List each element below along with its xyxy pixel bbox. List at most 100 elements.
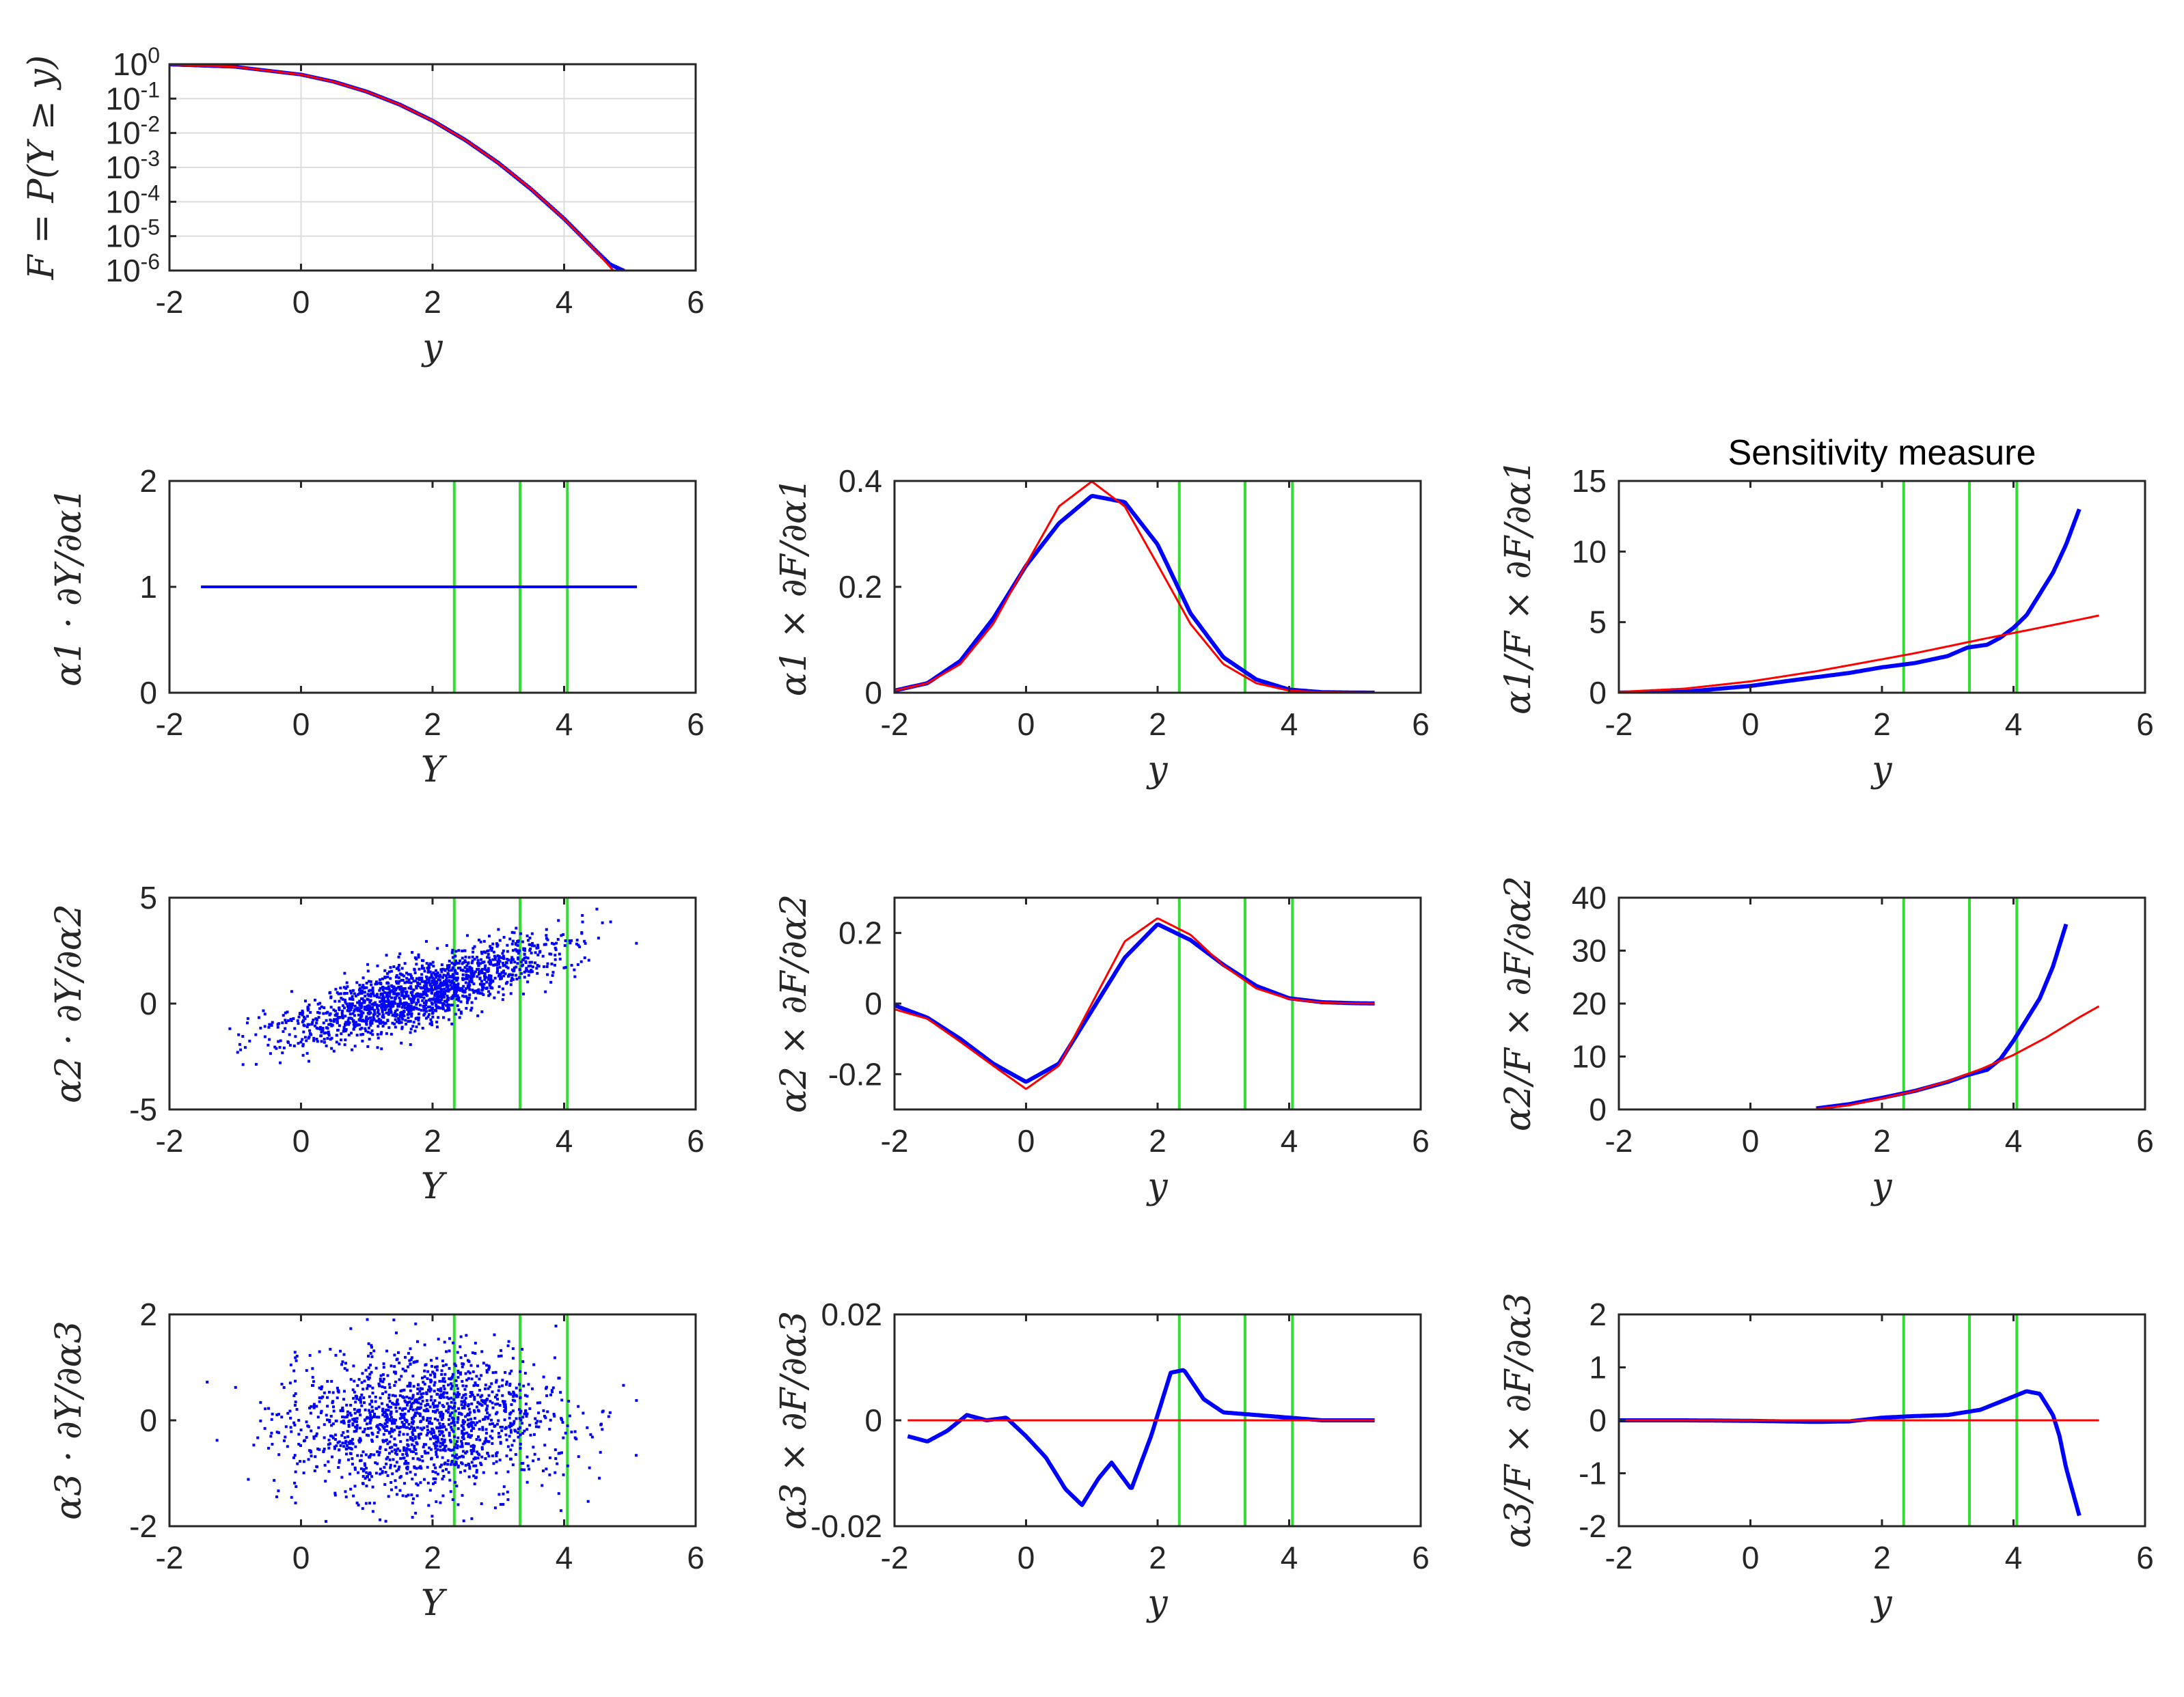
scatter-point: [472, 1449, 476, 1452]
scatter-point: [315, 1038, 318, 1041]
scatter-point: [423, 969, 426, 973]
scatter-point: [489, 945, 492, 948]
scatter-point: [415, 957, 418, 961]
scatter-point: [551, 974, 554, 977]
scatter-point: [433, 1463, 436, 1467]
y-tick-label: 10: [1572, 1039, 1607, 1075]
scatter-point: [339, 987, 342, 990]
scatter-point: [452, 994, 455, 997]
scatter-point: [407, 1422, 411, 1426]
scatter-point: [443, 991, 446, 994]
scatter-point: [453, 1362, 456, 1366]
scatter-point: [385, 1438, 388, 1441]
scatter-point: [535, 967, 538, 970]
scatter-point: [426, 1429, 430, 1432]
scatter-point: [259, 1401, 262, 1404]
scatter-point: [400, 1025, 404, 1029]
scatter-point: [333, 1493, 337, 1497]
scatter-point: [467, 1377, 470, 1380]
scatter-point: [510, 979, 513, 982]
scatter-point: [364, 1502, 368, 1505]
scatter-point: [457, 1008, 461, 1012]
scatter-point: [422, 980, 425, 983]
scatter-point: [336, 1012, 339, 1015]
scatter-point: [390, 1429, 394, 1433]
scatter-point: [281, 1051, 284, 1055]
scatter-point: [418, 1390, 422, 1393]
x-tick-label: -2: [1605, 1540, 1633, 1575]
scatter-point: [267, 1407, 270, 1410]
scatter-point: [448, 974, 451, 978]
scatter-point: [413, 1413, 416, 1417]
x-tick-label: 4: [556, 284, 573, 320]
scatter-point: [460, 1424, 463, 1427]
scatter-point: [556, 938, 560, 941]
scatter-point: [463, 1399, 466, 1403]
scatter-point: [452, 986, 456, 989]
scatter-point: [301, 1019, 305, 1022]
scatter-point: [461, 1431, 464, 1435]
scatter-point: [349, 1472, 352, 1476]
scatter-point: [507, 958, 510, 962]
scatter-point: [487, 1387, 490, 1390]
scatter-point: [385, 1403, 389, 1407]
scatter-point: [394, 1025, 397, 1029]
scatter-point: [502, 974, 506, 978]
scatter-point: [393, 1022, 396, 1025]
scatter-point: [506, 1344, 510, 1347]
scatter-point: [296, 1019, 299, 1023]
y-axis-label: α1 × ∂F/∂α1: [774, 478, 815, 696]
scatter-point: [601, 921, 604, 924]
scatter-point: [523, 1394, 527, 1397]
scatter-point: [459, 1412, 463, 1416]
scatter-point: [501, 952, 504, 955]
scatter-point: [454, 1460, 458, 1463]
scatter-point: [512, 1395, 515, 1398]
scatter-point: [459, 1445, 463, 1448]
scatter-point: [413, 1030, 417, 1033]
scatter-point: [518, 949, 521, 952]
scatter-point: [310, 1429, 313, 1433]
scatter-point: [461, 1429, 464, 1433]
scatter-point: [401, 1003, 405, 1006]
scatter-point: [460, 987, 463, 990]
scatter-point: [545, 1385, 548, 1389]
scatter-point: [353, 1407, 356, 1411]
scatter-point: [468, 1411, 472, 1414]
scatter-point: [451, 1498, 454, 1502]
scatter-point: [528, 943, 531, 946]
scatter-point: [495, 971, 499, 974]
scatter-point: [468, 975, 472, 978]
scatter-point: [477, 961, 480, 965]
scatter-point: [302, 1460, 305, 1463]
scatter-point: [502, 1403, 506, 1406]
scatter-point: [435, 1365, 439, 1368]
scatter-point: [396, 1002, 400, 1006]
scatter-point: [345, 1002, 349, 1006]
scatter-point: [411, 1396, 415, 1399]
scatter-point: [377, 1405, 381, 1409]
scatter-point: [277, 1453, 281, 1457]
scatter-point: [482, 1418, 485, 1421]
scatter-point: [468, 988, 472, 991]
scatter-point: [318, 1386, 321, 1390]
scatter-point: [416, 1426, 420, 1429]
scatter-point: [426, 1006, 430, 1009]
scatter-point: [527, 1383, 530, 1386]
scatter-point: [411, 1502, 414, 1505]
scatter-point: [575, 939, 579, 942]
scatter-point: [477, 1435, 480, 1439]
scatter-point: [409, 1470, 412, 1474]
scatter-point: [576, 963, 579, 966]
scatter-point: [480, 992, 484, 995]
scatter-point: [422, 1008, 426, 1012]
scatter-point: [485, 1370, 489, 1374]
scatter-point: [400, 1006, 404, 1009]
scatter-point: [409, 986, 413, 989]
y-tick-label: 20: [1572, 986, 1607, 1021]
plot-area: [169, 1314, 696, 1526]
scatter-point: [432, 965, 435, 968]
scatter-point: [471, 989, 474, 992]
scatter-point: [310, 1405, 313, 1408]
